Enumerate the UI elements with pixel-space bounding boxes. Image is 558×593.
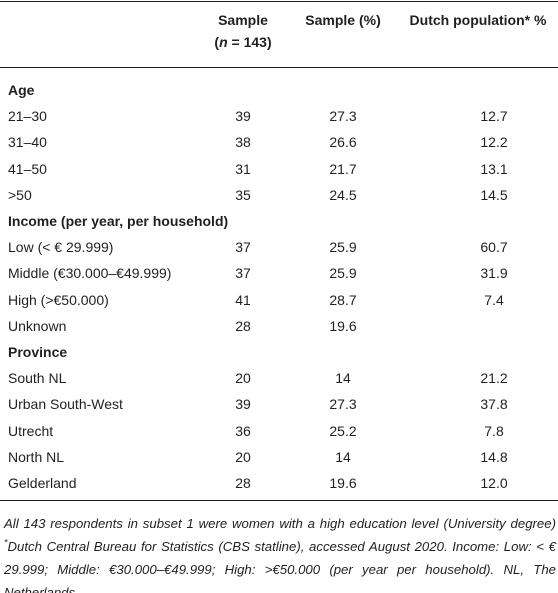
row-label: >50 [8,186,32,203]
header-n-close: = 143) [227,34,272,50]
sample-pct-cell: 26.6 [329,134,357,151]
row-label: North NL [8,448,65,465]
dutch-pct-cell: 60.7 [480,239,508,256]
dutch-pct-cell: 12.0 [480,475,508,491]
header-n-open: ( [214,34,220,50]
header-dutch: Dutch population* % [409,12,547,28]
sample-cell: 31 [235,160,251,177]
row-label: Low (< € 29.999) [8,239,114,256]
dutch-pct-cell: 21.2 [480,370,508,387]
sample-cell: 28 [235,475,251,491]
footnote-mark: * [4,537,8,548]
sample-cell: 41 [235,291,251,308]
sample-pct-cell: 21.7 [329,160,357,177]
section-title: Age [8,82,35,98]
header-rule [0,67,558,68]
sample-pct-cell: 19.6 [329,475,357,491]
header-sample-pct: Sample (%) [305,12,381,28]
sample-pct-cell: 14 [335,448,351,465]
dutch-pct-cell: 14.5 [480,186,508,203]
sample-cell: 20 [235,448,251,465]
section-title: Province [8,344,68,360]
row-label: Utrecht [8,422,54,439]
sample-pct-cell: 27.3 [329,108,357,125]
dutch-pct-cell: 37.8 [480,396,508,413]
dutch-pct-cell: 12.7 [480,108,508,125]
row-label: 31–40 [8,134,47,151]
section-title: Income (per year, per household) [8,213,229,229]
row-label: South NL [8,370,67,387]
sample-cell: 39 [235,396,251,413]
dutch-pct-cell: 7.4 [484,291,504,308]
sample-cell: 37 [235,265,251,282]
sample-cell: 35 [235,186,251,203]
bottom-rule [0,500,558,501]
sample-pct-cell: 27.3 [329,396,357,413]
row-label: Unknown [8,317,67,334]
row-label: Gelderland [8,475,77,491]
dutch-pct-cell: 13.1 [480,160,508,177]
footnote-text: Dutch Central Bureau for Statistics (CBS… [4,539,556,593]
sample-pct-cell: 28.7 [329,291,357,308]
dutch-pct-cell: 12.2 [480,134,508,151]
sample-cell: 38 [235,134,251,151]
dutch-pct-cell: 14.8 [480,448,508,465]
sample-pct-cell: 25.9 [329,239,357,256]
header-n: (n = 143) [214,33,271,51]
sample-cell: 37 [235,239,251,256]
header-sample: Sample [218,12,268,28]
row-label: High (>€50.000) [8,291,109,308]
sample-cell: 20 [235,370,251,387]
sample-pct-cell: 25.2 [329,422,357,439]
sample-cell: 39 [235,108,251,125]
footnote: All 143 respondents in subset 1 were wom… [4,512,556,593]
sample-pct-cell: 25.9 [329,265,357,282]
top-rule [0,1,558,2]
dutch-pct-cell: 31.9 [480,265,508,282]
sample-pct-cell: 19.6 [329,317,357,334]
row-label: Middle (€30.000–€49.999) [8,265,172,282]
sample-cell: 28 [235,317,251,334]
header-n-symbol: n [219,34,228,50]
dutch-pct-cell: 7.8 [484,422,504,439]
row-label: 21–30 [8,108,47,125]
footnote-text: All 143 respondents in subset 1 were wom… [4,516,556,531]
sample-pct-cell: 24.5 [329,186,357,203]
sample-pct-cell: 14 [335,370,351,387]
row-label: 41–50 [8,160,47,177]
row-label: Urban South-West [8,396,123,413]
sample-cell: 36 [235,422,251,439]
